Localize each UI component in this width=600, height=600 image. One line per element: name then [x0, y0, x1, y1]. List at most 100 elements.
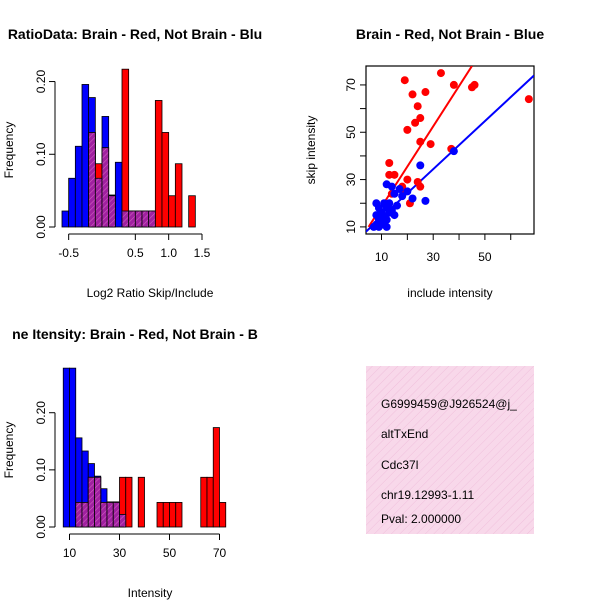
scatter-ylabel: skip intensity [304, 116, 318, 185]
bar-not-brain [74, 145, 83, 228]
bar-overlap [94, 476, 102, 528]
bar-brain [125, 476, 133, 528]
bar-brain [219, 502, 227, 528]
x-tick-label: 1.0 [160, 246, 177, 260]
scatter-frame [365, 65, 535, 235]
point-brain [421, 88, 430, 97]
bar-overlap [75, 502, 83, 528]
bar-overlap [100, 502, 108, 528]
point-brain [524, 95, 533, 104]
bar-brain [156, 502, 164, 528]
scatter-title: Brain - Red, Not Brain - Blue [356, 26, 544, 42]
x-tick-label: 30 [427, 250, 441, 264]
point-not-brain [395, 185, 404, 194]
x-tick-label: -0.5 [58, 246, 79, 260]
intensity-histogram-panel: ne Itensity: Brain - Red, Not Brain - B … [2, 326, 258, 600]
intensity-histogram-ylabel: Frequency [2, 422, 16, 479]
ratio-histogram-xlabel: Log2 Ratio Skip/Include [87, 286, 214, 300]
point-brain [400, 76, 409, 85]
point-brain [403, 125, 412, 134]
x-tick-label: 10 [63, 546, 77, 560]
point-not-brain [393, 201, 402, 210]
point-not-brain [390, 189, 399, 198]
intensity-scatter-panel: Brain - Red, Not Brain - Blue 10 30 50 10 30… [304, 26, 544, 300]
point-brain [403, 175, 412, 184]
point-brain [390, 170, 399, 179]
intensity-histogram-bars [62, 367, 227, 528]
bar-overlap [112, 502, 120, 528]
bar-brain [137, 476, 145, 528]
y-tick-label: 50 [344, 125, 358, 139]
info-line-gene: Cdc37l [381, 458, 418, 472]
ratio-histogram-title: RatioData: Brain - Red, Not Brain - Blu [8, 26, 262, 42]
point-brain [416, 182, 425, 191]
point-brain [385, 159, 394, 168]
bar-overlap [106, 502, 114, 528]
intensity-histogram-title: ne Itensity: Brain - Red, Not Brain - B [12, 326, 258, 342]
bar-not-brain [62, 367, 70, 528]
bar-overlap [121, 210, 130, 228]
point-not-brain [408, 194, 417, 203]
bar-brain [168, 195, 176, 228]
bar-brain [212, 427, 220, 528]
bar-brain [154, 100, 163, 228]
y-tick-label: 10 [344, 220, 358, 234]
y-tick-label: 0.10 [34, 142, 48, 166]
bar-overlap [128, 210, 136, 228]
point-not-brain [382, 222, 391, 231]
info-line-location: chr19.12993-1.11 [381, 488, 475, 502]
x-tick-label: 0.5 [127, 246, 144, 260]
intensity-histogram-xlabel: Intensity [128, 586, 173, 600]
bar-overlap [88, 132, 96, 228]
bar-brain [206, 476, 214, 528]
point-brain [416, 114, 425, 123]
bar-brain [169, 502, 177, 528]
point-brain [449, 80, 458, 89]
bar-overlap [134, 210, 143, 228]
point-not-brain [398, 192, 407, 201]
bar-brain [174, 163, 183, 228]
y-tick-label: 30 [344, 173, 358, 187]
point-brain [436, 69, 445, 78]
point-not-brain [387, 182, 396, 191]
y-tick-label: 70 [344, 78, 358, 92]
point-not-brain [421, 196, 430, 205]
ratio-histogram-ylabel: Frequency [2, 122, 16, 179]
info-line-event-id: G6999459@J926524@j_ [381, 397, 517, 411]
bar-not-brain [81, 84, 90, 228]
y-tick-label: 0.20 [34, 70, 48, 94]
bar-overlap [94, 177, 103, 228]
scatter-xlabel: include intensity [407, 286, 492, 300]
bar-not-brain [114, 161, 123, 228]
ratio-histogram-panel: RatioData: Brain - Red, Not Brain - Blu … [2, 26, 262, 300]
intensity-histogram-axes: 10 30 50 70 0.00 0.10 0.20 [34, 401, 226, 560]
x-tick-label: 70 [213, 546, 227, 560]
x-tick-label: 50 [163, 546, 177, 560]
bar-not-brain [69, 367, 77, 528]
point-brain [413, 102, 422, 111]
bar-overlap [108, 195, 116, 228]
bar-overlap [148, 210, 156, 228]
info-line-event-type: altTxEnd [381, 427, 428, 441]
y-tick-label: 0.10 [34, 458, 48, 482]
bar-brain [188, 195, 196, 228]
bar-brain [162, 502, 170, 528]
point-brain [416, 137, 425, 146]
bar-brain [161, 132, 170, 228]
scatter-axes: 10 30 50 10 30 50 70 [344, 78, 512, 264]
ratio-histogram-bars [61, 68, 196, 228]
y-tick-label: 0.00 [34, 215, 48, 239]
x-tick-label: 30 [113, 546, 127, 560]
point-not-brain [416, 161, 425, 170]
point-not-brain [390, 211, 399, 220]
x-tick-label: 1.5 [194, 246, 211, 260]
bar-not-brain [61, 210, 70, 228]
point-not-brain [449, 147, 458, 156]
bar-brain [175, 502, 183, 528]
point-brain [411, 118, 420, 127]
bar-overlap [101, 147, 110, 228]
bar-overlap [141, 210, 150, 228]
x-tick-label: 10 [375, 250, 389, 264]
point-not-brain [403, 187, 412, 196]
info-line-pval: Pval: 2.000000 [381, 512, 461, 526]
